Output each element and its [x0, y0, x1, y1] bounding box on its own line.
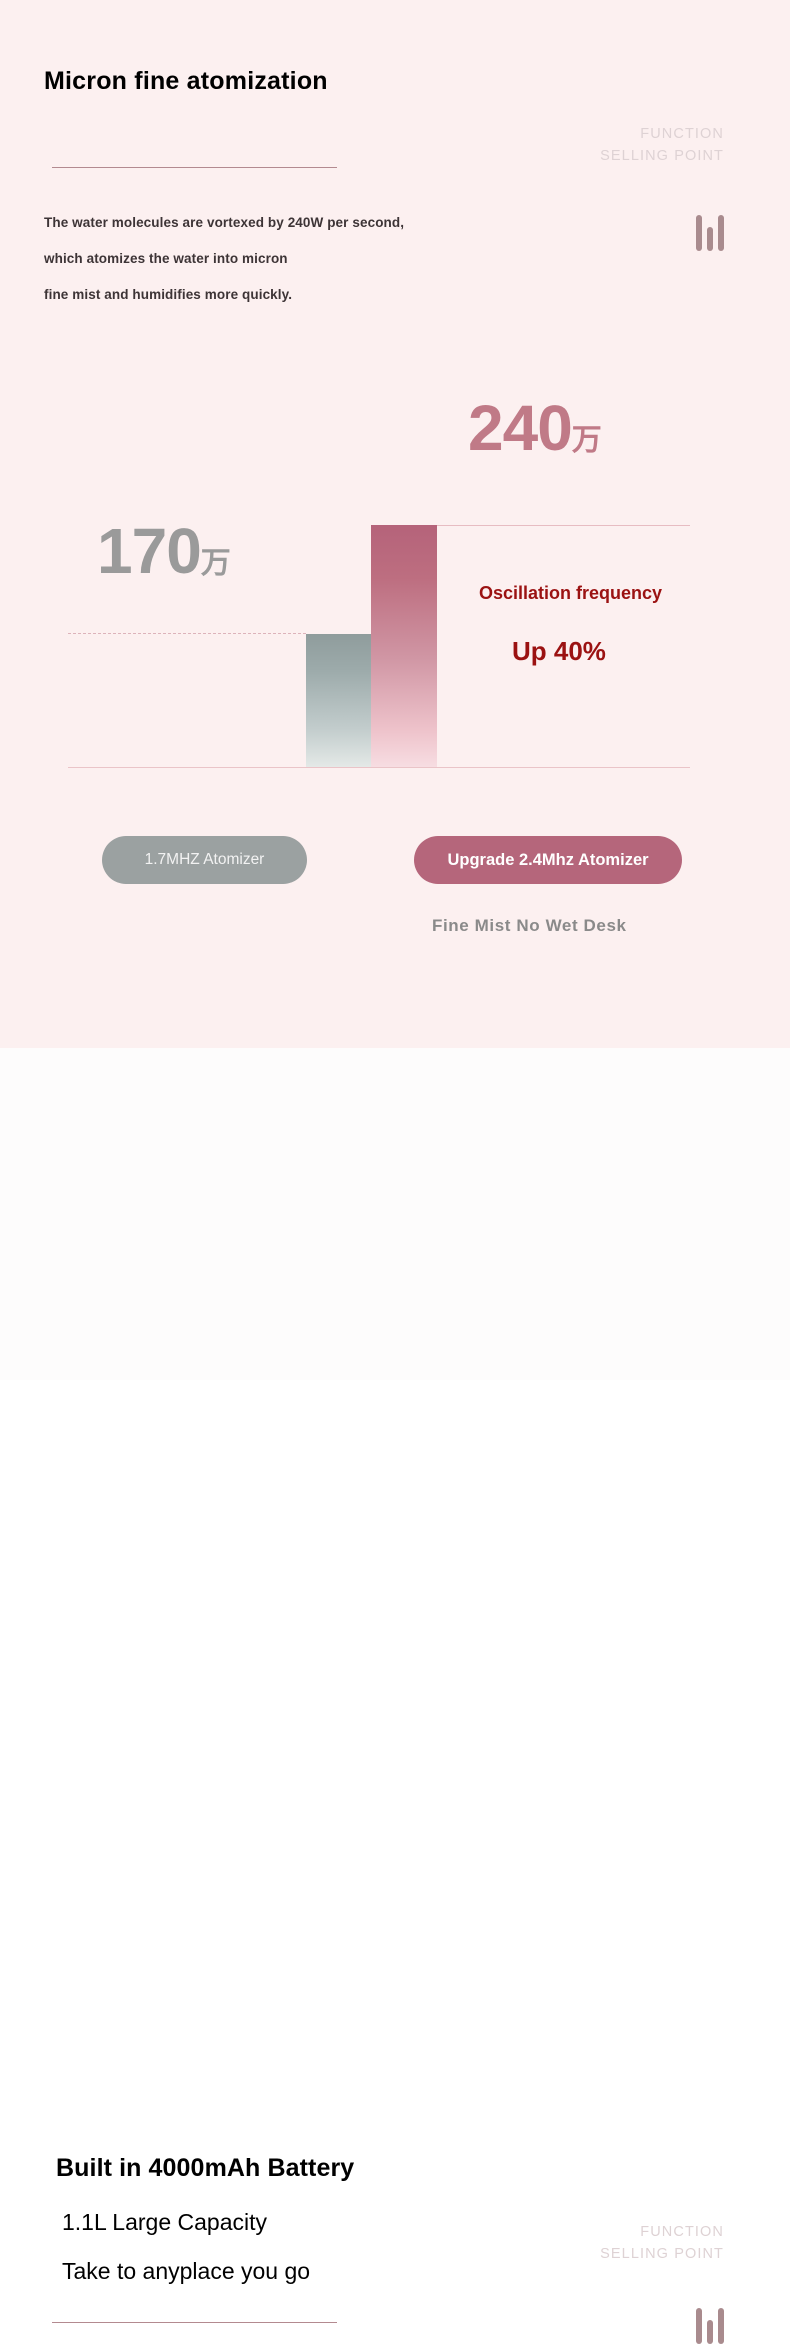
- battery-capacity-section: Built in 4000mAh Battery 1.1L Large Capa…: [0, 1048, 790, 2344]
- atomization-section: Micron fine atomization The water molecu…: [0, 0, 790, 1048]
- bar-chart-icon-bar-3: [718, 215, 724, 251]
- chart-baseline: [68, 767, 690, 768]
- description-line-1: The water molecules are vortexed by 240W…: [44, 215, 405, 230]
- fsp-line-1: FUNCTION: [640, 126, 724, 142]
- page-title: Micron fine atomization: [44, 67, 328, 95]
- legend-pill-1-7mhz[interactable]: 1.7MHZ Atomizer: [102, 836, 307, 884]
- chart-gridline-240: [437, 525, 690, 526]
- function-selling-point-label-bottom: FUNCTION SELLING POINT: [600, 2221, 724, 2265]
- battery-headline-block: Built in 4000mAh Battery 1.1L Large Capa…: [56, 2154, 354, 2285]
- description-text: The water molecules are vortexed by 240W…: [44, 205, 404, 313]
- chart-value-number-1-7mhz: 170: [97, 515, 202, 587]
- bar-chart-icon-bottom-bar-3: [718, 2308, 724, 2344]
- chart-value-label-2-4mhz: 240万: [468, 396, 602, 460]
- chart-annotation-value: Up 40%: [512, 636, 606, 666]
- oscillation-frequency-chart: 170万 240万 Oscillation frequency Up 40% 1…: [0, 0, 790, 1048]
- chart-caption: Fine Mist No Wet Desk: [432, 916, 627, 935]
- bar-chart-icon: [696, 215, 724, 251]
- chart-annotation-title: Oscillation frequency: [479, 583, 663, 603]
- chart-bar-2-4mhz: [371, 525, 437, 767]
- bar-chart-icon-bottom-bar-1: [696, 2308, 702, 2344]
- chart-value-number-2-4mhz: 240: [468, 392, 573, 464]
- chart-value-unit-1-7mhz: 万: [200, 547, 231, 580]
- title-divider: [52, 167, 337, 168]
- chart-bar-1-7mhz: [306, 634, 371, 767]
- description-line-3: fine mist and humidifies more quickly.: [44, 287, 293, 302]
- bottom-divider: [52, 2322, 337, 2323]
- battery-headline-line-3: Take to anyplace you go: [62, 2258, 311, 2284]
- chart-value-unit-2-4mhz: 万: [571, 424, 602, 457]
- fsp-line-2: SELLING POINT: [600, 148, 724, 164]
- chart-value-label-1-7mhz: 170万: [97, 519, 231, 583]
- bar-chart-icon-bar-2: [707, 227, 713, 251]
- function-selling-point-label-top: FUNCTION SELLING POINT: [600, 123, 724, 167]
- legend-pill-2-4mhz[interactable]: Upgrade 2.4Mhz Atomizer: [414, 836, 682, 884]
- chart-gridline-170: [68, 633, 306, 634]
- battery-headline-line-1: Built in 4000mAh Battery: [56, 2154, 355, 2182]
- bar-chart-icon-bottom-bar-2: [707, 2320, 713, 2344]
- battery-headline-line-2: 1.1L Large Capacity: [62, 2209, 268, 2235]
- description-line-2: which atomizes the water into micron: [44, 251, 288, 266]
- bar-chart-icon-bottom: [696, 2308, 724, 2344]
- fsp-bottom-line-2: SELLING POINT: [600, 2246, 724, 2262]
- fsp-bottom-line-1: FUNCTION: [640, 2224, 724, 2240]
- bar-chart-icon-bar-1: [696, 215, 702, 251]
